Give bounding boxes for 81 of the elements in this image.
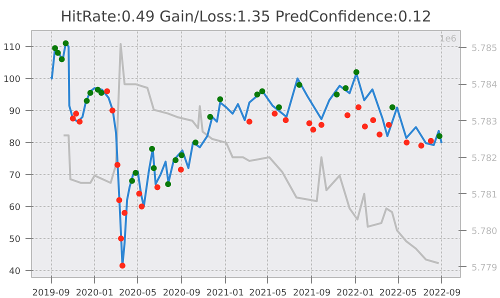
y-tick-label: 90 [9,106,21,117]
point [362,123,368,130]
point [276,104,282,110]
point [404,139,410,146]
y-tick-label: 60 [9,202,21,213]
point [192,139,199,146]
point [428,138,434,144]
point [165,181,172,188]
y2-tick-label: 5.783 [472,117,498,128]
point [318,122,324,128]
point [132,170,139,176]
point [207,114,214,120]
point [136,190,142,197]
point [104,88,110,94]
x-tick-label: 2020-01 [76,288,114,298]
point [84,98,90,104]
y2-tick-label: 5.781 [472,190,498,200]
point [98,90,104,96]
chart-title: HitRate:0.49 Gain/Loss:1.35 PredConfidence:0.12 [60,8,432,26]
point [353,69,360,76]
point [178,152,185,158]
point [138,203,145,210]
y2-tick-label: 5.782 [472,154,498,164]
x-tick-label: 2020-05 [118,288,157,298]
point [306,120,312,126]
point [118,235,124,242]
point [217,96,224,102]
point [154,184,160,190]
x-tick-label: 2022-09 [423,288,462,298]
point [58,56,65,62]
y-tick-label: 80 [9,138,21,149]
point [418,142,424,149]
x-tick-label: 2021-09 [292,288,331,298]
y-tick-label: 110 [3,42,21,53]
point [54,50,61,56]
point [73,110,80,117]
point [389,104,396,110]
x-tick-label: 2021-05 [249,288,287,298]
x-tick-label: 2021-01 [206,288,244,298]
point [119,262,126,269]
x-tick-label: 2020-09 [162,288,201,298]
point [272,110,278,117]
point [282,117,289,124]
point [70,115,76,122]
x-tick-label: 2019-09 [32,288,70,298]
x-tick-label: 2022-01 [336,288,374,298]
y2-tick-label: 5.780 [472,226,498,237]
point [172,157,179,164]
point [342,85,349,92]
point [436,133,442,140]
point [52,45,58,52]
point [246,118,252,125]
point [344,112,350,118]
point [178,166,184,173]
point [149,146,156,152]
point [370,117,376,124]
point [116,197,122,204]
y2-tick-label: 5.784 [472,80,498,91]
y-tick-label: 70 [9,170,21,181]
point [129,178,136,184]
y-tick-label: 40 [9,266,21,277]
point [150,165,157,172]
point [259,88,266,94]
y2-tick-label: 5.779 [472,263,498,274]
y2-tick-label: 5.785 [472,44,498,54]
point [109,107,116,114]
point [87,90,94,96]
point [76,118,83,125]
y-tick-label: 100 [3,74,21,85]
point [310,126,316,133]
y-tick-label: 50 [9,234,21,245]
point [376,131,383,138]
point [296,82,302,88]
point [386,122,392,128]
point [62,40,69,46]
point [334,91,340,98]
point [114,162,120,168]
point [356,104,362,110]
point [122,210,128,216]
x-tick-label: 2022-05 [379,288,417,298]
point [254,91,260,98]
